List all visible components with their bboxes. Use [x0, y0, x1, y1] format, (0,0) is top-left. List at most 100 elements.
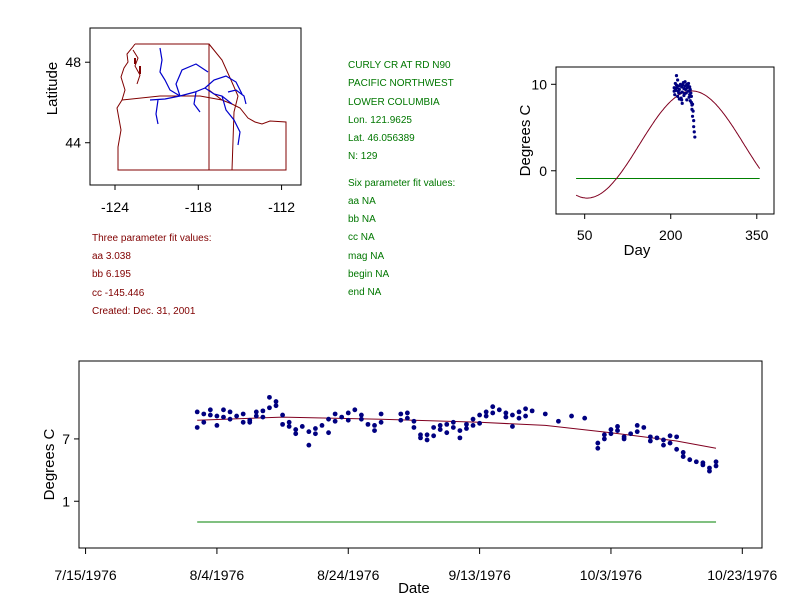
seasonal-data-point [688, 87, 692, 92]
timeseries-data-point [280, 421, 285, 427]
timeseries-data-point [628, 431, 634, 437]
timeseries-data-point [201, 411, 207, 417]
seasonal-data-point [680, 98, 684, 102]
six-param-aa: aa NA [348, 196, 376, 207]
timeseries-data-point [680, 450, 686, 455]
timeseries-data-point [437, 427, 443, 432]
timeseries-data-point [503, 410, 509, 416]
timeseries-data-point [306, 429, 312, 435]
timeseries-data-point [267, 394, 272, 400]
river-okanogan [159, 47, 181, 97]
seasonal-lines [575, 90, 761, 199]
timeseries-data-point [227, 409, 233, 415]
timeseries-x-tick-label: 8/24/1976 [317, 567, 379, 583]
seasonal-data-point [683, 80, 687, 84]
timeseries-data-point [523, 413, 528, 419]
timeseries-data-point [194, 425, 200, 430]
seasonal-data-point [676, 94, 680, 98]
timeseries-data-point [431, 433, 437, 439]
timeseries-data-point [516, 409, 522, 415]
timeseries-data-point [595, 445, 601, 451]
map-y-tick-label: 44 [65, 135, 81, 151]
timeseries-data-point [601, 432, 607, 438]
six-param-cc: cc NA [348, 232, 375, 243]
timeseries-data-point [595, 440, 601, 446]
map-puget-sound [132, 49, 141, 85]
seasonal-xlabel: Day [624, 242, 651, 259]
seasonal-y-tick-label: 0 [539, 163, 547, 179]
river-snake [204, 75, 243, 95]
river-upper-columbia [175, 63, 209, 97]
timeseries-data-point [253, 409, 259, 415]
map-x-tick-label: -124 [101, 199, 129, 215]
three-param-block: Three parameter fit values: aa 3.038 bb … [92, 233, 212, 317]
timeseries-data-point [496, 407, 502, 413]
six-param-header: Six parameter fit values: [348, 178, 455, 189]
timeseries-data-point [293, 427, 299, 432]
timeseries-data-point [313, 431, 318, 437]
seasonal-ylabel: Degrees C [517, 104, 534, 176]
seasonal-data-point [689, 91, 693, 95]
timeseries-data-point [661, 437, 666, 443]
six-param-bb: bb NA [348, 214, 376, 225]
timeseries-data-point [214, 413, 220, 419]
timeseries-data-point [299, 424, 305, 429]
timeseries-data-point [523, 406, 528, 412]
timeseries-data-point [707, 468, 712, 474]
timeseries-data-point [444, 430, 450, 436]
timeseries-data-point [240, 419, 246, 425]
timeseries-data-point [398, 417, 404, 423]
three-param-cc: cc -145.446 [92, 288, 145, 299]
timeseries-data-point [667, 433, 673, 439]
timeseries-data-point [647, 434, 653, 440]
station-info-block: CURLY CR AT RD N90 PACIFIC NORTHWEST LOW… [348, 60, 455, 298]
three-param-aa: aa 3.038 [92, 251, 131, 262]
river-snake-south [221, 95, 241, 146]
timeseries-data-point [267, 405, 272, 411]
timeseries-data-point [306, 442, 312, 448]
seasonal-data-point [677, 87, 681, 92]
timeseries-data-point [372, 428, 377, 434]
timeseries-data-point [280, 412, 285, 418]
timeseries-data-point [542, 411, 548, 417]
timeseries-data-point [404, 410, 410, 416]
timeseries-x-tick-label: 10/3/1976 [580, 567, 642, 583]
timeseries-ylabel: Degrees C [41, 428, 58, 500]
seasonal-data-point [685, 98, 689, 102]
timeseries-data-point [247, 419, 253, 425]
timeseries-data-point [372, 423, 377, 428]
seasonal-data-point [680, 90, 684, 94]
timeseries-data-point [490, 410, 496, 416]
timeseries-data-point [273, 399, 279, 404]
timeseries-data-point [339, 414, 345, 420]
timeseries-data-point [556, 418, 561, 424]
timeseries-data-point [477, 420, 483, 426]
timeseries-data-point [358, 416, 364, 422]
timeseries-data-point [345, 417, 351, 423]
timeseries-data-point [457, 428, 463, 434]
six-param-mag: mag NA [348, 251, 384, 262]
timeseries-data-point [286, 419, 292, 425]
timeseries-data-point [411, 418, 417, 424]
timeseries-data-point [510, 424, 515, 429]
river-deschutes [193, 91, 201, 113]
timeseries-data-point [214, 423, 220, 428]
seasonal-data-point [692, 130, 696, 134]
six-param-end: end NA [348, 287, 382, 298]
timeseries-data-point [378, 419, 384, 425]
timeseries-data-point [313, 426, 318, 431]
timeseries-data-point [418, 435, 423, 441]
map-x-tick-label: -118 [185, 199, 212, 215]
map-x-tick-label: -112 [268, 199, 295, 215]
station-subregion: LOWER COLUMBIA [348, 97, 440, 108]
timeseries-y-tick-label: 7 [62, 431, 70, 447]
timeseries-data-point [687, 457, 693, 463]
river-clearwater [227, 89, 247, 105]
map-axes: -124 -118 -112 48 44 [65, 54, 295, 215]
seasonal-data-point [691, 109, 695, 113]
timeseries-points [194, 394, 719, 474]
timeseries-data-point [477, 412, 483, 418]
timeseries-data-point [483, 413, 489, 419]
timeseries-xlabel: Date [398, 580, 430, 597]
timeseries-data-point [273, 403, 279, 409]
